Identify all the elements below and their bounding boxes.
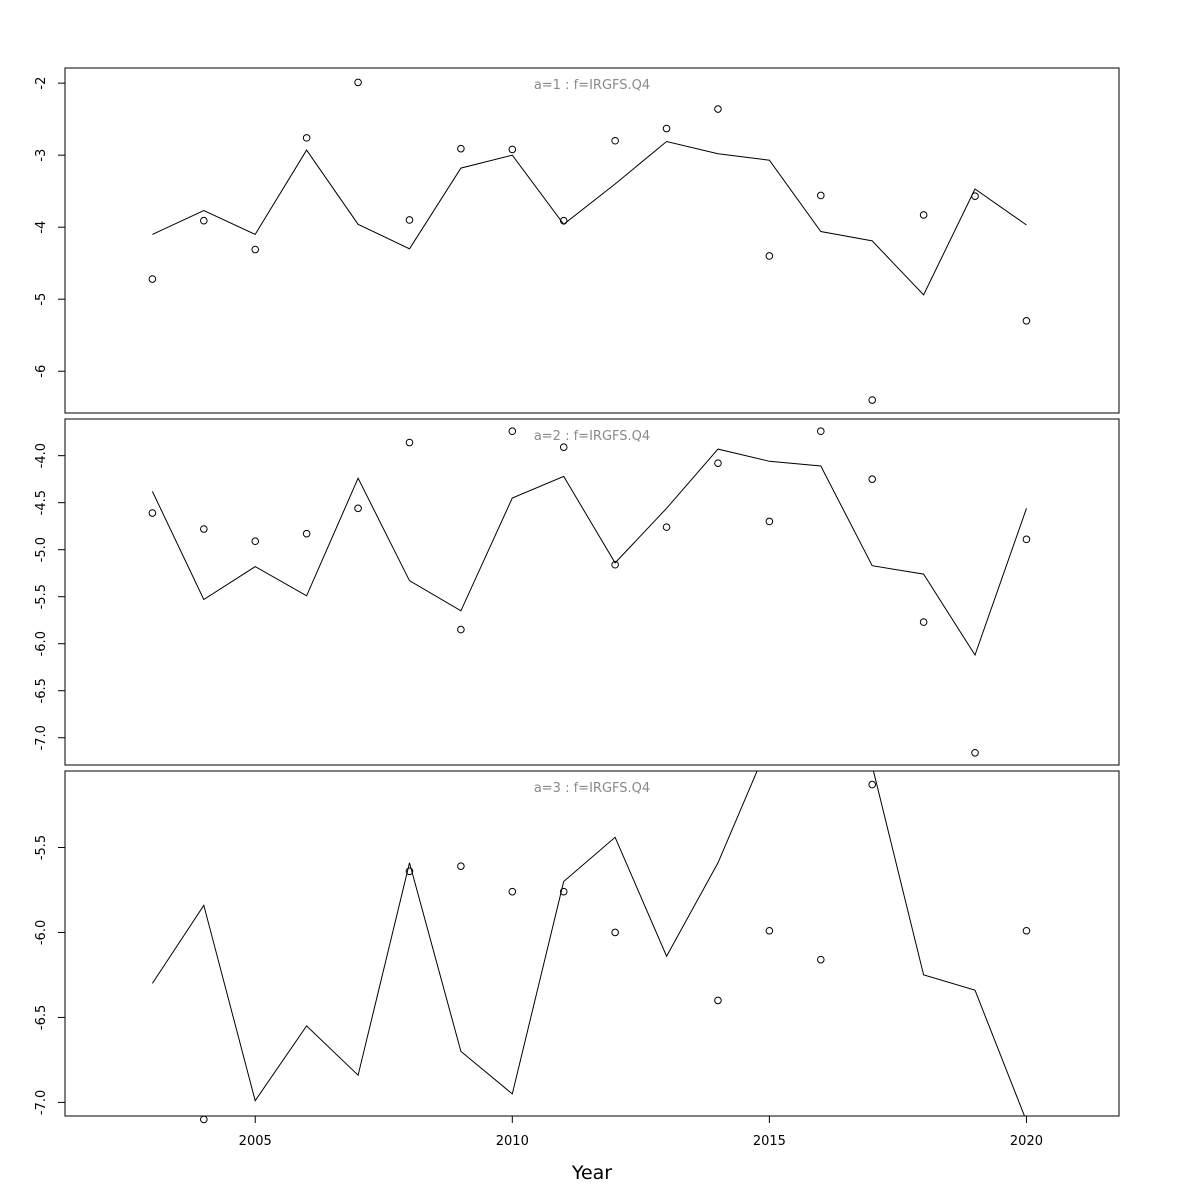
series-line <box>151 771 1026 1116</box>
panel-frame <box>64 770 1120 1117</box>
x-axis-title: Year <box>571 1162 612 1184</box>
data-point <box>354 78 362 87</box>
data-point <box>1022 317 1031 325</box>
data-point <box>457 144 465 153</box>
data-point <box>765 517 774 526</box>
data-point <box>714 996 722 1005</box>
data-point <box>714 105 722 113</box>
data-point <box>405 216 414 224</box>
y-tick-label: -6.5 <box>34 1005 49 1030</box>
y-tick-label: -6.0 <box>34 631 49 656</box>
data-point <box>302 529 311 538</box>
data-point <box>611 928 619 937</box>
data-point <box>971 192 979 201</box>
data-point <box>662 523 671 531</box>
data-point <box>251 537 260 546</box>
y-tick-label: -5.0 <box>34 537 49 562</box>
x-tick-label: 2010 <box>496 1134 529 1149</box>
data-point <box>816 955 825 964</box>
x-tick-label: 2015 <box>753 1134 786 1149</box>
y-tick-label: -6.0 <box>34 920 49 945</box>
data-point <box>405 438 414 447</box>
data-point <box>457 862 465 870</box>
data-point <box>971 748 979 757</box>
y-tick-label: -6.5 <box>34 678 49 703</box>
x-tick-label: 2020 <box>1010 1134 1043 1149</box>
data-point <box>559 887 568 896</box>
y-tick-label: -5.5 <box>34 584 49 609</box>
data-point <box>200 216 208 225</box>
x-axis: 2005 2010 2015 2020 Year <box>239 1115 1043 1184</box>
data-point <box>148 509 157 517</box>
series-line <box>152 140 1027 296</box>
data-point <box>919 211 928 219</box>
panel-3: a=3 : f=IRGFS.Q4 -5.5 -6.0 -6.5 -7.0 <box>34 770 1120 1124</box>
x-tick-label: 2005 <box>239 1134 272 1149</box>
y-tick-label: -5 <box>34 293 49 306</box>
data-point <box>302 134 311 142</box>
data-point <box>148 275 157 283</box>
series-line <box>151 448 1027 657</box>
panel-frame <box>64 67 1120 414</box>
data-point <box>559 443 568 452</box>
data-point <box>714 459 722 467</box>
data-point <box>868 475 877 483</box>
data-point <box>457 625 465 634</box>
data-point <box>508 887 517 896</box>
data-point <box>611 560 619 569</box>
y-tick-label: -7.0 <box>34 1090 49 1115</box>
y-tick-label: -3 <box>34 149 49 162</box>
y-tick-label: -4.5 <box>34 490 49 515</box>
panel-frame <box>64 418 1120 766</box>
data-point <box>1022 535 1031 544</box>
data-point <box>611 136 619 145</box>
data-point <box>816 427 825 436</box>
y-tick-label: -4.0 <box>34 443 49 468</box>
data-point <box>765 926 774 935</box>
data-point <box>662 124 671 133</box>
y-tick-label: -2 <box>34 77 49 90</box>
data-point <box>508 145 517 154</box>
data-point <box>765 252 774 260</box>
data-point <box>816 191 825 200</box>
data-point <box>919 618 928 626</box>
data-point <box>200 525 208 533</box>
panel-title: a=3 : f=IRGFS.Q4 <box>534 781 650 796</box>
data-point <box>868 396 877 404</box>
data-point <box>354 504 362 513</box>
data-point <box>559 216 568 225</box>
y-tick-label: -5.5 <box>34 835 49 860</box>
data-point <box>200 1115 208 1124</box>
y-tick-label: -4 <box>34 221 49 234</box>
panel-2: a=2 : f=IRGFS.Q4 -4.0 -4.5 -5.0 -5.5 -6.0 -6.5… <box>34 418 1120 766</box>
y-tick-label: -7.0 <box>34 725 49 750</box>
panel-1: a=1 : f=IRGFS.Q4 -2 -3 -4 -5 -6 <box>34 67 1120 414</box>
data-point <box>868 780 877 789</box>
data-point <box>508 427 517 436</box>
data-point <box>1022 926 1031 935</box>
y-tick-label: -6 <box>34 365 49 378</box>
panel-title: a=2 : f=IRGFS.Q4 <box>534 429 650 444</box>
data-point <box>405 867 414 876</box>
data-point <box>251 245 260 254</box>
panel-title: a=1 : f=IRGFS.Q4 <box>534 78 650 93</box>
